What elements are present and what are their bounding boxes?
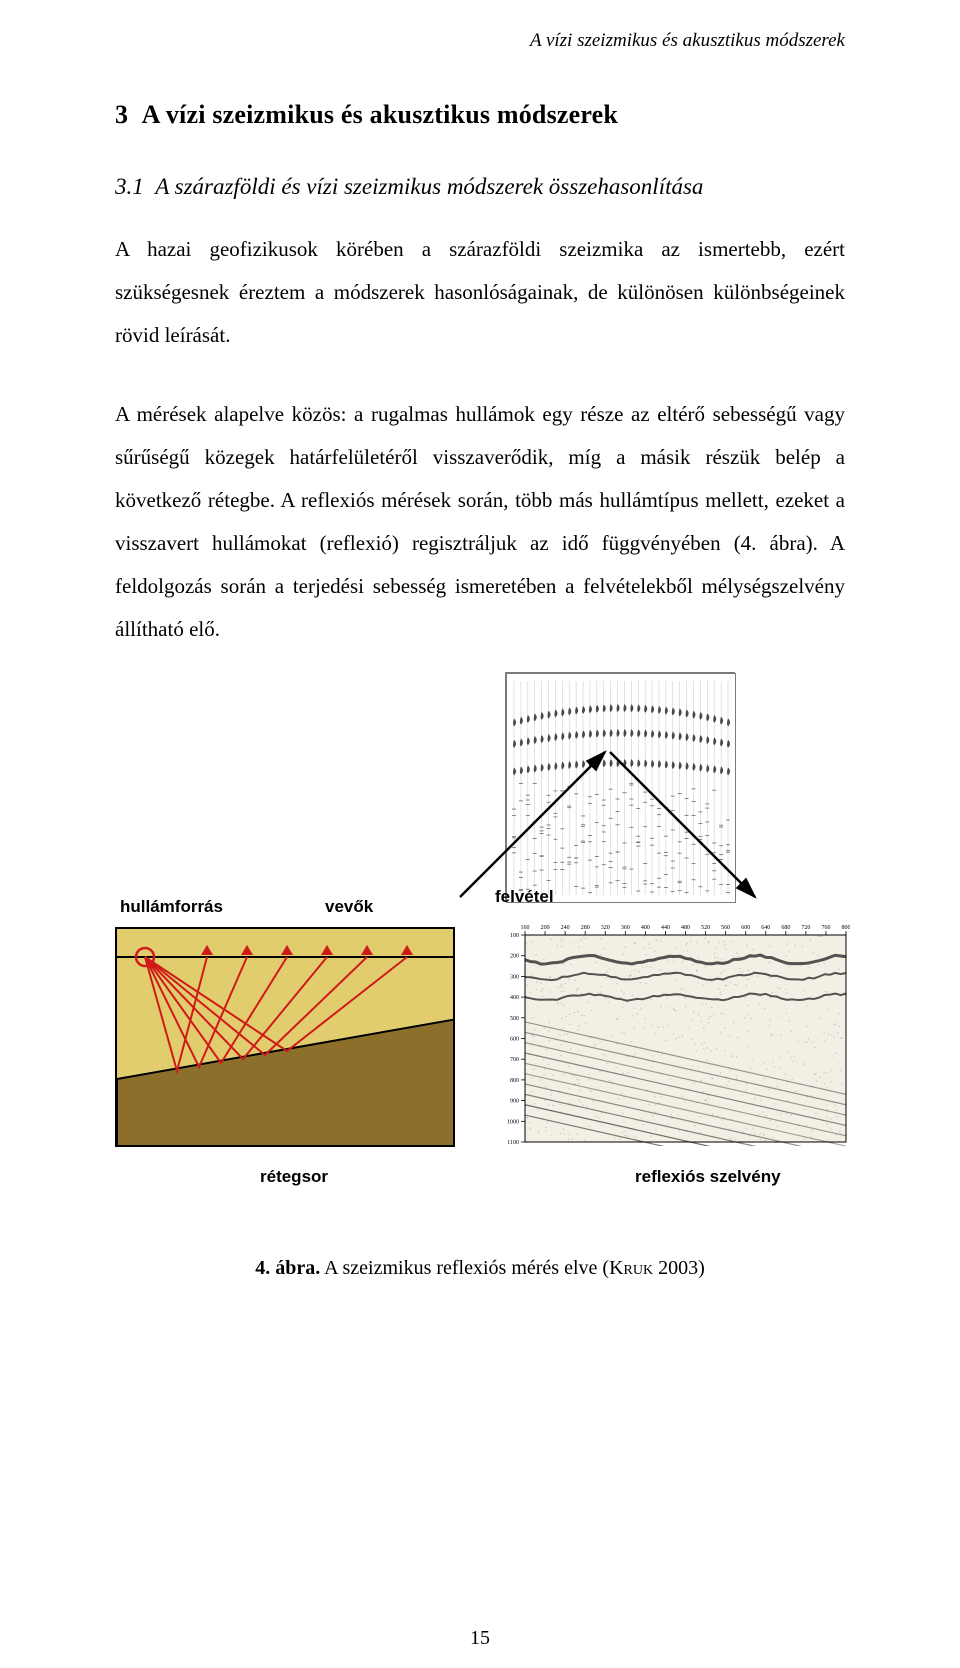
seismic-section-panel: 160 200 240 280 320 360 400 440 480 520 560 600 640 6… <box>495 921 850 1146</box>
paragraph-2: A mérések alapelve közös: a rugalmas hul… <box>115 393 845 651</box>
label-felvetel: felvétel <box>495 887 554 907</box>
cross-section-svg <box>117 929 455 1147</box>
paragraph-1: A hazai geofizikusok körében a szárazföl… <box>115 228 845 357</box>
chapter-number: 3 <box>115 100 128 129</box>
svg-text:240: 240 <box>561 925 570 931</box>
svg-text:480: 480 <box>681 925 690 931</box>
svg-text:360: 360 <box>621 925 630 931</box>
svg-text:800: 800 <box>842 925 851 931</box>
label-reflexios: reflexiós szelvény <box>635 1167 781 1187</box>
svg-text:200: 200 <box>541 925 550 931</box>
section-number: 3.1 <box>115 174 144 199</box>
svg-text:640: 640 <box>761 925 770 931</box>
figure-caption-author: Kruk <box>609 1257 653 1279</box>
svg-text:280: 280 <box>581 925 590 931</box>
svg-text:500: 500 <box>510 1016 519 1022</box>
section-title-text: A szárazföldi és vízi szeizmikus módszer… <box>155 174 703 199</box>
svg-text:680: 680 <box>781 925 790 931</box>
svg-text:900: 900 <box>510 1099 519 1105</box>
svg-text:700: 700 <box>510 1058 519 1064</box>
figure-caption: 4. ábra. A szeizmikus reflexiós mérés el… <box>115 1257 845 1280</box>
figure-caption-number: 4. ábra. <box>255 1257 320 1279</box>
svg-text:760: 760 <box>821 925 830 931</box>
svg-text:160: 160 <box>521 925 530 931</box>
cross-section-diagram <box>115 927 455 1147</box>
svg-text:600: 600 <box>741 925 750 931</box>
section-title: 3.1 A szárazföldi és vízi szeizmikus mód… <box>115 174 845 200</box>
chapter-title: 3 A vízi szeizmikus és akusztikus módsze… <box>115 100 845 130</box>
svg-text:400: 400 <box>641 925 650 931</box>
svg-text:100: 100 <box>510 933 519 939</box>
running-header: A vízi szeizmikus és akusztikus módszere… <box>115 30 845 52</box>
chapter-title-text: A vízi szeizmikus és akusztikus módszere… <box>142 100 618 129</box>
svg-text:560: 560 <box>721 925 730 931</box>
svg-text:720: 720 <box>801 925 810 931</box>
svg-text:1100: 1100 <box>507 1140 519 1146</box>
svg-text:300: 300 <box>510 975 519 981</box>
figure-caption-text: A szeizmikus reflexiós mérés elve ( <box>320 1257 609 1279</box>
figure-caption-year: 2003) <box>653 1257 705 1279</box>
svg-text:440: 440 <box>661 925 670 931</box>
label-vevok: vevők <box>325 897 373 917</box>
label-hullamforras: hullámforrás <box>120 897 223 917</box>
arrow-to-section <box>605 742 765 902</box>
svg-text:1000: 1000 <box>507 1120 519 1126</box>
svg-text:800: 800 <box>510 1078 519 1084</box>
svg-text:600: 600 <box>510 1037 519 1043</box>
seismic-section-svg: 160 200 240 280 320 360 400 440 480 520 560 600 640 6… <box>495 921 850 1146</box>
svg-text:400: 400 <box>510 996 519 1002</box>
label-retegsor: rétegsor <box>260 1167 328 1187</box>
arrow-to-gather <box>455 742 615 902</box>
figure-4: hullámforrás vevők felvétel rétegsor ref… <box>115 687 845 1227</box>
svg-text:200: 200 <box>510 954 519 960</box>
svg-text:520: 520 <box>701 925 710 931</box>
page-number: 15 <box>0 1627 960 1650</box>
svg-text:320: 320 <box>601 925 610 931</box>
